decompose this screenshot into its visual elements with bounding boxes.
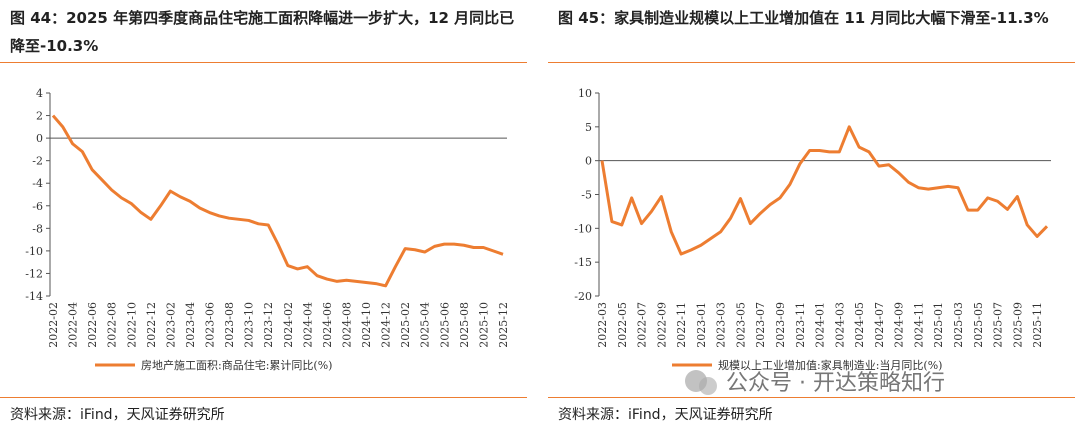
rule xyxy=(548,397,1075,398)
y-tick-label: -6 xyxy=(32,200,43,213)
x-tick-label: 2024-02 xyxy=(282,302,295,348)
chart-title: 图 44：2025 年第四季度商品住宅施工面积降幅进一步扩大，12 月同比已降至… xyxy=(10,9,515,55)
data-line xyxy=(600,125,1049,256)
x-tick-label: 2022-06 xyxy=(86,302,99,348)
x-tick-label: 2024-03 xyxy=(833,302,846,348)
y-tick-label: 0 xyxy=(585,155,592,168)
x-tick-label: 2022-03 xyxy=(596,302,609,348)
x-tick-label: 2023-02 xyxy=(164,302,177,348)
chart-title: 图 45：家具制造业规模以上工业增加值在 11 月同比大幅下滑至-11.3% xyxy=(558,9,1049,27)
y-tick-label: -2 xyxy=(32,155,43,168)
y-tick-label: 0 xyxy=(36,132,43,145)
chart: -14 -12 -10 -8 -6 -4 -2 0 2 4 2022-02 2022-04 2022-0… xyxy=(25,87,510,372)
chart: -20 -15 -10 -5 0 5 10 2022-03 2022-05 2022-07 2022… xyxy=(574,87,1051,396)
x-tick-label: 2023-12 xyxy=(262,302,275,348)
y-tick-label: -20 xyxy=(574,290,592,303)
x-tick-label: 2025-12 xyxy=(497,302,510,348)
x-tick-label: 2024-10 xyxy=(360,302,373,348)
x-tick-label: 2022-05 xyxy=(616,302,629,348)
y-tick-label: -8 xyxy=(32,222,43,235)
watermark: 公众号 · 开达策略知行 xyxy=(726,371,945,396)
y-tick-label: -5 xyxy=(581,189,592,202)
y-tick-label: -12 xyxy=(25,267,43,280)
x-tick-label: 2023-09 xyxy=(774,302,787,348)
x-tick-label: 2022-07 xyxy=(636,302,649,348)
x-tick-label: 2023-11 xyxy=(794,302,807,348)
x-tick-label: 2023-07 xyxy=(754,302,767,348)
y-tick-label: 10 xyxy=(578,87,592,100)
x-tick-label: 2022-02 xyxy=(47,302,60,348)
x-tick-label: 2024-04 xyxy=(301,302,314,348)
x-tick-label: 2025-09 xyxy=(1011,302,1024,348)
rule xyxy=(0,397,527,398)
rule xyxy=(548,62,1075,63)
x-tick-label: 2023-10 xyxy=(243,302,256,348)
x-tick-label: 2024-09 xyxy=(893,302,906,348)
x-tick-label: 2024-07 xyxy=(873,302,886,348)
y-tick-label: -15 xyxy=(574,256,592,269)
x-tick-label: 2024-12 xyxy=(380,302,393,348)
panel: 图 44：2025 年第四季度商品住宅施工面积降幅进一步扩大，12 月同比已降至… xyxy=(0,0,527,427)
source: 资料来源：iFind，天风证券研究所 xyxy=(558,407,773,423)
x-tick-label: 2025-08 xyxy=(458,302,471,348)
x-tick-label: 2024-08 xyxy=(340,302,353,348)
x-tick-label: 2023-06 xyxy=(204,302,217,348)
x-tick-label: 2025-06 xyxy=(438,302,451,348)
y-tick-label: 4 xyxy=(36,87,43,100)
x-tick-label: 2024-11 xyxy=(912,302,925,348)
rule xyxy=(0,62,527,63)
y-tick-label: 5 xyxy=(585,121,592,134)
x-tick-label: 2025-07 xyxy=(992,302,1005,348)
x-tick-label: 2023-08 xyxy=(223,302,236,348)
x-tick-label: 2025-10 xyxy=(477,302,490,348)
x-tick-label: 2022-08 xyxy=(106,302,119,348)
x-tick-label: 2022-12 xyxy=(145,302,158,348)
x-tick-label: 2025-04 xyxy=(419,302,432,348)
x-tick-label: 2022-10 xyxy=(125,302,138,348)
x-tick-label: 2023-01 xyxy=(695,302,708,348)
y-tick-label: -10 xyxy=(25,245,43,258)
x-tick-label: 2023-04 xyxy=(184,302,197,348)
legend-label: 规模以上工业增加值:家具制造业:当月同比(%) xyxy=(718,358,942,372)
x-tick-label: 2025-11 xyxy=(1031,302,1044,348)
y-tick-label: -4 xyxy=(32,177,43,190)
data-line xyxy=(51,114,504,288)
x-tick-label: 2022-09 xyxy=(655,302,668,348)
x-tick-label: 2023-05 xyxy=(734,302,747,348)
y-tick-label: -10 xyxy=(574,222,592,235)
x-tick-label: 2025-05 xyxy=(972,302,985,348)
x-tick-label: 2022-11 xyxy=(675,302,688,348)
x-tick-label: 2023-03 xyxy=(715,302,728,348)
legend-label: 房地产施工面积:商品住宅:累计同比(%) xyxy=(141,358,332,372)
panel: 图 45：家具制造业规模以上工业增加值在 11 月同比大幅下滑至-11.3% -… xyxy=(548,0,1075,427)
y-tick-label: 2 xyxy=(36,110,43,123)
x-tick-label: 2025-03 xyxy=(952,302,965,348)
x-tick-label: 2025-02 xyxy=(399,302,412,348)
x-tick-label: 2025-01 xyxy=(932,302,945,348)
watermark-icon xyxy=(699,377,717,395)
source: 资料来源：iFind，天风证券研究所 xyxy=(10,407,225,423)
x-tick-label: 2024-05 xyxy=(853,302,866,348)
x-tick-label: 2024-01 xyxy=(814,302,827,348)
y-tick-label: -14 xyxy=(25,290,43,303)
x-tick-label: 2024-06 xyxy=(321,302,334,348)
x-tick-label: 2022-04 xyxy=(67,302,80,348)
